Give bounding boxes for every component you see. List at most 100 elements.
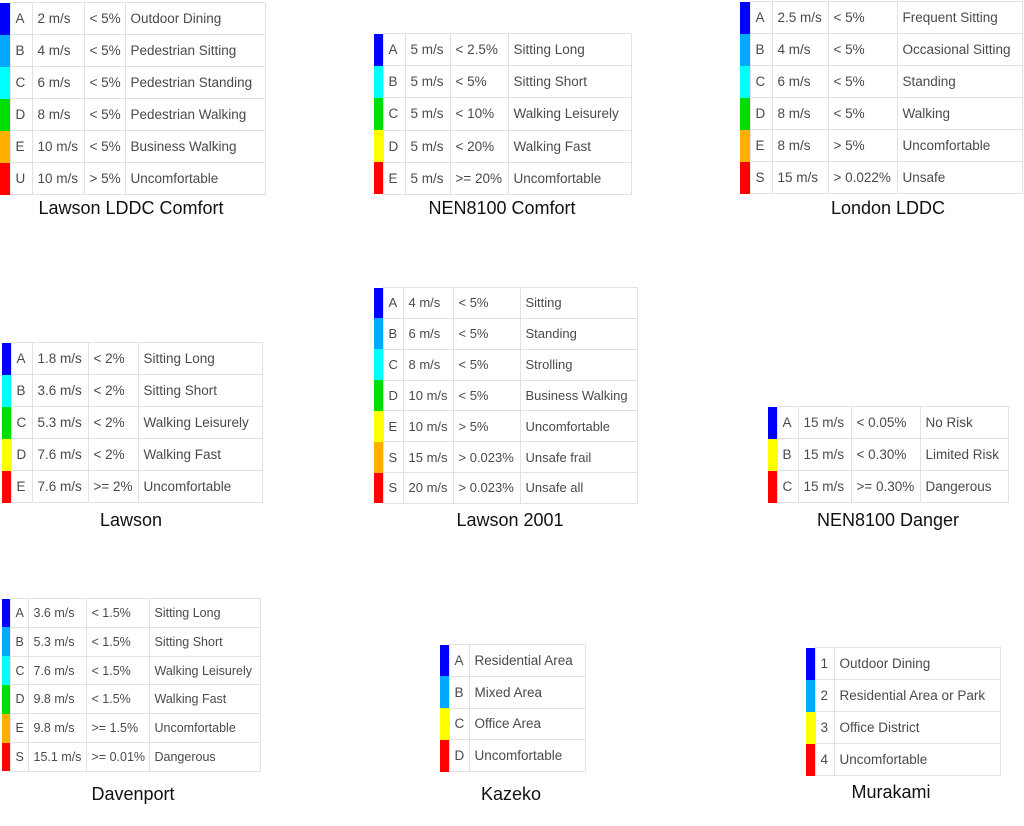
legend-title: NEN8100 Comfort	[428, 198, 576, 218]
legend-title: Davenport	[91, 784, 175, 804]
legend-kazeko: A Residential Area B Mixed Area C Office Area…	[440, 644, 586, 772]
cell-desc: Pedestrian Sitting	[124, 34, 266, 67]
cell-desc: Sitting	[519, 287, 638, 319]
color-swatch-yellow	[768, 438, 777, 471]
cell-label: B	[10, 374, 33, 407]
cell-desc: Unsafe all	[519, 472, 638, 504]
cell-speed: 5 m/s	[404, 129, 451, 163]
cell-label: A	[9, 598, 29, 628]
legend-row: E 10 m/s < 5% Business Walking	[0, 130, 266, 163]
cell-label: E	[9, 713, 29, 744]
legend-murakami: 1 Outdoor Dining 2 Residential Area or Park…	[806, 647, 1001, 776]
cell-freq: < 5%	[827, 97, 898, 130]
legend-row: C 5.3 m/s < 2% Walking Leisurely	[2, 406, 263, 439]
legend-row: 4 Uncomfortable	[806, 743, 1001, 776]
cell-label: A	[448, 644, 470, 677]
cell-speed: 8 m/s	[31, 98, 85, 131]
color-swatch-red	[806, 743, 815, 776]
cell-label: D	[448, 739, 470, 772]
color-swatch-yellow	[374, 410, 383, 442]
cell-label: B	[382, 317, 404, 350]
cell-label: C	[382, 97, 406, 131]
legend-title: London LDDC	[830, 198, 946, 218]
legend-row: 2 Residential Area or Park	[806, 679, 1001, 712]
cell-speed: 7.6 m/s	[31, 470, 89, 503]
cell-label: D	[9, 684, 29, 715]
cell-label: S	[749, 161, 773, 194]
cell-speed: 15 m/s	[797, 470, 852, 503]
color-swatch-yellow	[2, 438, 11, 471]
legend-lawson: A 1.8 m/s < 2% Sitting Long B 3.6 m/s < 2% Sitt…	[2, 342, 263, 503]
cell-label: A	[10, 342, 33, 375]
cell-desc: Uncomfortable	[833, 743, 1001, 776]
cell-speed: 20 m/s	[402, 472, 454, 504]
cell-desc: Dangerous	[919, 470, 1009, 503]
cell-label: 1	[814, 647, 835, 680]
cell-speed: 5.3 m/s	[31, 406, 89, 439]
color-swatch-blue	[440, 644, 449, 677]
cell-desc: Uncomfortable	[468, 739, 586, 772]
color-swatch-red	[374, 162, 383, 195]
cell-desc: Sitting Long	[137, 342, 263, 375]
cell-speed: 15.1 m/s	[27, 742, 87, 772]
color-swatch-orange	[374, 441, 383, 473]
cell-desc: Business Walking	[124, 130, 266, 163]
cell-freq: < 1.5%	[85, 684, 150, 715]
cell-label: 4	[814, 743, 835, 776]
color-swatch-lightblue	[806, 679, 815, 712]
cell-freq: < 2.5%	[449, 32, 509, 67]
cell-label: 3	[814, 711, 835, 744]
legend-title: Lawson LDDC Comfort	[38, 198, 224, 218]
color-swatch-blue	[0, 2, 10, 35]
color-swatch-green	[374, 380, 383, 411]
color-swatch-red	[374, 472, 383, 504]
cell-label: S	[382, 472, 404, 504]
legend-title: Lawson 2001	[456, 510, 564, 530]
cell-label: A	[382, 32, 406, 67]
cell-speed: 15 m/s	[797, 438, 852, 471]
cell-speed: 5 m/s	[404, 65, 451, 99]
legend-row: D Uncomfortable	[440, 739, 586, 772]
cell-label: B	[9, 34, 33, 67]
legend-row: 1 Outdoor Dining	[806, 647, 1001, 680]
legend-london-lddc: A 2.5 m/s < 5% Frequent Sitting B 4 m/s < 5% Oc…	[740, 1, 1023, 194]
cell-speed: 5 m/s	[404, 97, 451, 131]
cell-desc: Standing	[896, 65, 1023, 98]
cell-desc: Walking Fast	[507, 129, 632, 163]
cell-label: D	[9, 98, 33, 131]
legend-row: B 5.3 m/s < 1.5% Sitting Short	[2, 626, 261, 657]
cell-freq: >= 0.01%	[85, 742, 150, 772]
cell-desc: Dangerous	[148, 742, 261, 772]
cell-label: E	[9, 130, 33, 163]
cell-desc: Uncomfortable	[124, 162, 266, 195]
color-swatch-orange	[740, 129, 750, 162]
cell-desc: Sitting Long	[507, 32, 632, 67]
cell-speed: 7.6 m/s	[31, 438, 89, 471]
cell-freq: < 1.5%	[85, 598, 150, 628]
color-swatch-red	[440, 739, 449, 772]
cell-desc: Uncomfortable	[896, 129, 1023, 162]
cell-freq: < 2%	[87, 438, 139, 471]
legend-row: A 3.6 m/s < 1.5% Sitting Long	[2, 598, 261, 628]
cell-freq: < 5%	[827, 1, 898, 34]
cell-label: A	[9, 2, 33, 35]
legend-row: S 15.1 m/s >= 0.01% Dangerous	[2, 742, 261, 772]
color-swatch-red	[0, 162, 10, 195]
cell-speed: 5.3 m/s	[27, 626, 87, 657]
legend-title: Murakami	[851, 782, 931, 802]
legend-title: Lawson	[99, 510, 163, 530]
cell-label: A	[749, 1, 773, 34]
cell-speed: 5 m/s	[404, 161, 451, 195]
cell-speed: 3.6 m/s	[31, 374, 89, 407]
cell-freq: < 5%	[452, 379, 521, 412]
legend-table: 1 Outdoor Dining 2 Residential Area or Park…	[806, 647, 1001, 776]
cell-freq: > 5%	[827, 129, 898, 162]
cell-freq: < 0.30%	[850, 438, 921, 471]
color-swatch-lightblue	[440, 676, 449, 708]
